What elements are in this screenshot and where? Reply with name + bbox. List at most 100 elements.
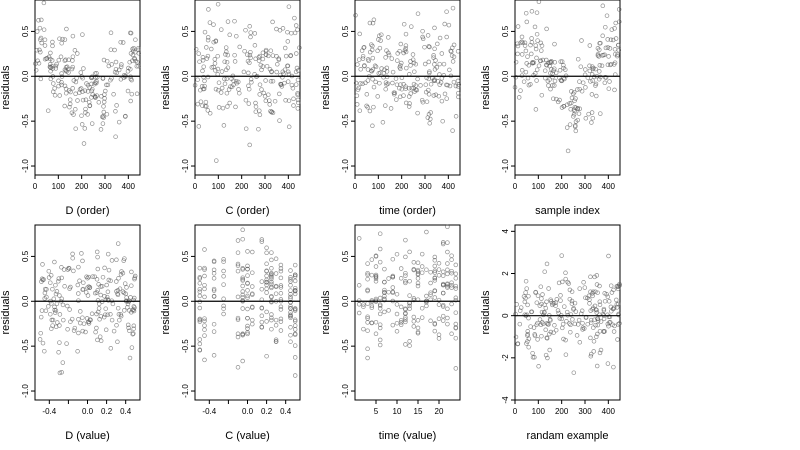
data-point [377, 295, 383, 301]
data-point [278, 283, 284, 288]
data-point [75, 282, 81, 288]
data-point [612, 60, 618, 65]
x-tick-label: 300 [258, 182, 272, 191]
data-point [598, 74, 603, 80]
data-point [38, 49, 43, 55]
data-point [612, 26, 617, 31]
data-point [428, 318, 433, 324]
data-point [535, 38, 540, 43]
data-point [572, 98, 577, 103]
data-point [195, 77, 200, 82]
data-point [544, 261, 550, 267]
data-point [278, 81, 283, 87]
data-point [435, 41, 440, 47]
data-point [431, 53, 436, 58]
x-tick-label: 5 [374, 407, 379, 416]
data-point [523, 10, 529, 16]
data-point [398, 304, 404, 310]
y-tick-label: -0.5 [341, 339, 350, 353]
data-point [264, 319, 269, 324]
data-point [548, 318, 553, 323]
data-point [222, 59, 227, 64]
data-point [269, 271, 274, 277]
data-point [542, 310, 547, 315]
data-point [267, 67, 273, 72]
data-point [283, 98, 288, 103]
data-point [440, 318, 446, 323]
data-point [522, 312, 528, 317]
data-point [573, 128, 579, 134]
data-point [200, 103, 205, 108]
data-point [38, 330, 43, 336]
data-point [66, 88, 72, 93]
data-point [35, 58, 40, 64]
data-point [453, 295, 459, 301]
data-point [577, 340, 583, 345]
data-point [48, 280, 53, 285]
data-point [129, 269, 134, 275]
data-point [534, 31, 540, 37]
data-point [211, 267, 217, 273]
data-point [419, 315, 425, 320]
data-point [128, 66, 133, 72]
data-point [415, 260, 421, 266]
data-point [288, 314, 293, 319]
data-point [549, 60, 554, 65]
data-point [252, 43, 258, 48]
data-point [555, 308, 561, 313]
data-point [583, 67, 588, 72]
data-point [79, 251, 84, 256]
data-point [216, 87, 221, 93]
data-point [432, 278, 438, 283]
data-point [410, 52, 416, 57]
data-point [269, 326, 274, 332]
data-point [612, 47, 618, 52]
data-point [83, 290, 89, 295]
data-point [240, 358, 245, 364]
data-point [436, 267, 442, 272]
data-point [373, 253, 379, 259]
data-point [529, 51, 534, 57]
data-point [246, 70, 251, 76]
data-point [55, 320, 60, 325]
data-point [366, 58, 371, 64]
data-point [276, 56, 281, 61]
data-point [449, 283, 454, 288]
data-point [293, 23, 299, 28]
data-point [432, 263, 438, 269]
data-point [122, 256, 127, 261]
data-point [200, 68, 205, 74]
data-point [202, 267, 207, 272]
data-point [550, 74, 555, 80]
data-point [130, 46, 135, 52]
data-point [377, 259, 383, 265]
data-point [563, 352, 569, 357]
panel-7: 5 10 15 20 -1.0 -0.5 0.0 0.5 time (value) residua… [320, 224, 461, 442]
data-point [354, 93, 360, 98]
data-point [232, 52, 237, 58]
data-point [131, 45, 137, 51]
data-point [288, 283, 293, 288]
data-point [424, 293, 429, 299]
data-point [115, 241, 121, 246]
data-point [407, 249, 412, 255]
data-point [441, 73, 447, 78]
data-point [131, 308, 137, 314]
y-axis-title: residuals [480, 65, 492, 110]
y-tick-label: -0.5 [341, 114, 350, 128]
data-point [269, 273, 274, 278]
data-point [131, 297, 136, 303]
data-point [71, 268, 76, 274]
data-point [115, 291, 120, 296]
data-point [104, 111, 110, 117]
data-point [559, 253, 564, 258]
data-point [123, 113, 128, 119]
data-point [597, 302, 603, 308]
data-point [414, 87, 420, 93]
data-point [377, 311, 383, 317]
data-point [386, 276, 391, 281]
data-point [256, 58, 262, 64]
data-point [583, 85, 588, 90]
data-point [590, 78, 595, 83]
data-point [440, 282, 446, 288]
